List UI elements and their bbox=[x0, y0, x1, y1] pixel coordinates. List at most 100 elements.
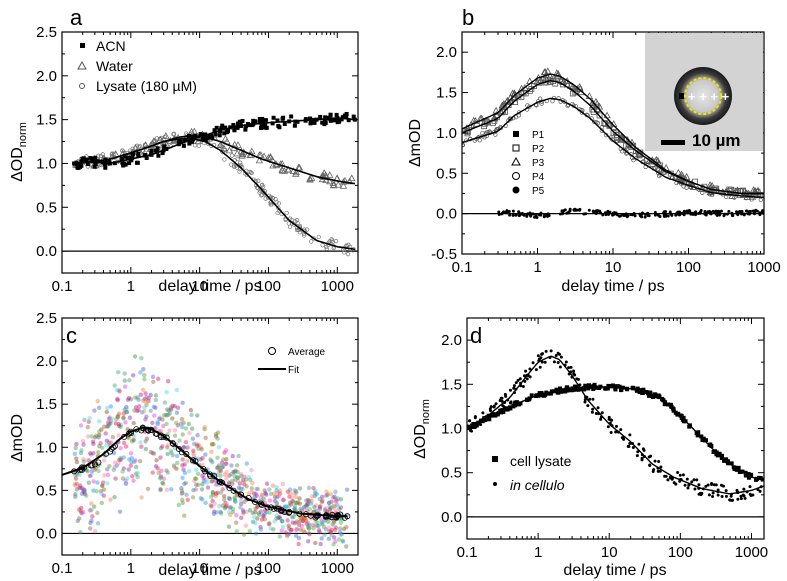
trace-point bbox=[154, 458, 159, 463]
cell-lysate-point bbox=[486, 417, 491, 422]
p1-point bbox=[508, 213, 512, 217]
trace-point bbox=[169, 487, 174, 492]
trace-point bbox=[180, 424, 185, 430]
acn-point bbox=[237, 121, 242, 126]
trace-point bbox=[241, 480, 246, 485]
p4-point bbox=[614, 138, 619, 143]
lysate-point bbox=[286, 221, 292, 226]
p1-point bbox=[630, 213, 634, 217]
acn-point bbox=[257, 116, 262, 121]
in-cellulo-point bbox=[711, 494, 715, 498]
trace-point bbox=[73, 473, 78, 478]
trace-point bbox=[91, 479, 96, 484]
trace-point bbox=[302, 529, 307, 535]
trace-point bbox=[277, 491, 283, 496]
p3-point bbox=[544, 67, 552, 75]
trace-point bbox=[165, 407, 170, 412]
trace-point bbox=[215, 430, 221, 435]
in-cellulo-point bbox=[534, 368, 538, 372]
trace-point bbox=[332, 535, 337, 540]
trace-point bbox=[87, 526, 93, 531]
trace-point bbox=[170, 403, 175, 409]
legend-label-in-cellulo: in cellulo bbox=[510, 477, 565, 493]
acn-point bbox=[312, 120, 317, 125]
p1-point bbox=[533, 215, 537, 219]
trace-point bbox=[309, 498, 314, 504]
trace-point bbox=[323, 527, 329, 532]
trace-point bbox=[293, 500, 298, 505]
trace-point bbox=[82, 417, 87, 423]
trace-point bbox=[133, 405, 139, 410]
in-cellulo-point bbox=[594, 411, 598, 415]
trace-point bbox=[144, 436, 150, 441]
trace-point bbox=[95, 398, 100, 404]
y-tick-label: 0.0 bbox=[36, 525, 57, 542]
trace-point bbox=[250, 519, 256, 525]
cell-lysate-point bbox=[703, 438, 708, 443]
trace-point bbox=[115, 370, 121, 375]
trace-point bbox=[123, 481, 129, 486]
trace-point bbox=[289, 515, 295, 520]
y-tick-label: 2.0 bbox=[36, 353, 57, 370]
trace-point bbox=[89, 434, 94, 439]
p2-point bbox=[753, 188, 760, 195]
lysate-fit-line bbox=[74, 138, 355, 251]
in-cellulo-point bbox=[628, 433, 632, 437]
trace-point bbox=[89, 501, 94, 506]
in-cellulo-point bbox=[558, 365, 562, 369]
trace-point bbox=[133, 464, 139, 470]
trace-point bbox=[140, 387, 146, 393]
trace-point bbox=[337, 529, 343, 535]
acn-data-point bbox=[149, 152, 154, 157]
trace-point bbox=[302, 504, 307, 510]
trace-point bbox=[307, 499, 313, 505]
trace-point bbox=[91, 504, 97, 509]
p1-point bbox=[572, 208, 576, 212]
trace-point bbox=[113, 476, 118, 481]
trace-point bbox=[224, 469, 229, 475]
acn-point bbox=[190, 139, 195, 144]
trace-point bbox=[249, 467, 254, 473]
cell-lysate-point bbox=[498, 410, 503, 415]
in-cellulo-point bbox=[489, 405, 493, 409]
in-cellulo-point bbox=[583, 398, 587, 402]
trace-point bbox=[325, 492, 330, 497]
p1-point bbox=[531, 212, 535, 216]
trace-point bbox=[234, 520, 239, 525]
trace-point bbox=[174, 410, 180, 415]
trace-point bbox=[155, 466, 160, 471]
in-cellulo-point bbox=[525, 377, 529, 381]
lysate-point bbox=[192, 143, 198, 148]
in-cellulo-point bbox=[492, 404, 496, 408]
in-cellulo-point bbox=[599, 417, 603, 421]
trace-point bbox=[133, 471, 139, 477]
acn-point bbox=[223, 125, 228, 130]
cell-lysate-point bbox=[746, 475, 751, 480]
trace-point bbox=[127, 378, 132, 383]
trace-point bbox=[158, 445, 164, 451]
trace-point bbox=[283, 530, 288, 535]
p1-point bbox=[736, 213, 740, 217]
trace-point bbox=[220, 503, 225, 508]
acn-data-point bbox=[287, 119, 292, 124]
in-cellulo-point bbox=[540, 360, 544, 364]
trace-point bbox=[266, 521, 272, 527]
in-cellulo-point bbox=[544, 349, 548, 353]
trace-point bbox=[129, 459, 134, 465]
trace-point bbox=[334, 498, 339, 504]
trace-point bbox=[132, 354, 138, 359]
lysate-point bbox=[263, 196, 268, 201]
trace-point bbox=[274, 513, 280, 518]
trace-point bbox=[139, 355, 144, 361]
water-point bbox=[330, 181, 338, 188]
panel-d-ylabel: ΔODnorm bbox=[412, 399, 432, 459]
x-tick-label: 0.1 bbox=[452, 259, 473, 276]
lysate-point bbox=[324, 246, 329, 251]
trace-point bbox=[329, 532, 334, 538]
trace-point bbox=[330, 495, 336, 500]
trace-point bbox=[258, 527, 264, 532]
acn-point bbox=[308, 116, 313, 121]
trace-point bbox=[172, 428, 178, 433]
trace-point bbox=[96, 405, 102, 411]
trace-point bbox=[73, 445, 78, 451]
